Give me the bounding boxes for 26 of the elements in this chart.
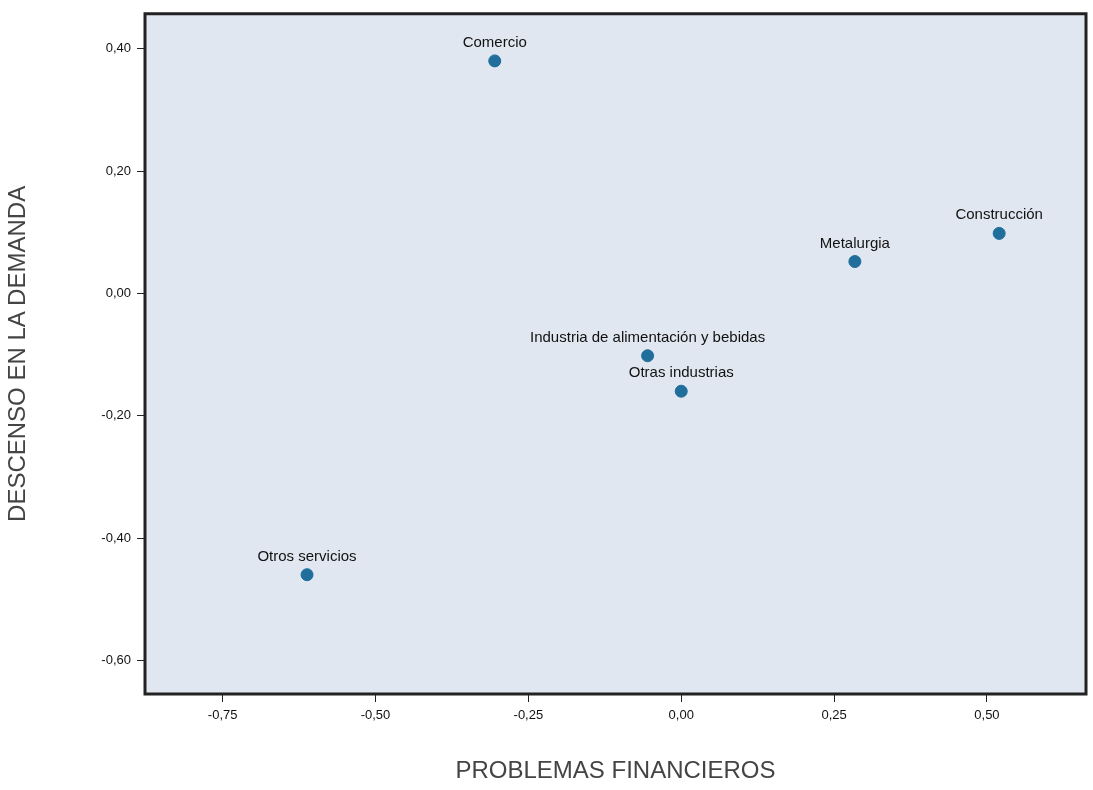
point: [992, 226, 1006, 240]
annotation: Comercio: [462, 32, 527, 50]
y-tick-label: -0,60: [101, 651, 131, 667]
annotation: Otros servicios: [257, 546, 357, 564]
y-tick-label: -0,20: [101, 407, 131, 423]
point: [641, 349, 655, 363]
y-tick-label: 0,20: [105, 162, 131, 178]
x-tick-label: 0,50: [974, 707, 1000, 723]
x-tick-label: -0,25: [513, 707, 544, 723]
y-axis-title: DESCENSO EN LA DEMANDA: [3, 185, 31, 522]
annotation: Otras industrias: [628, 363, 734, 381]
y-tick-label: 0,40: [105, 40, 131, 56]
x-axis-title: PROBLEMAS FINANCIEROS: [455, 756, 776, 784]
x-tick-label: -0,75: [207, 707, 238, 723]
annotation: Industria de alimentación y bebidas: [530, 327, 766, 345]
y-tick-label: -0,40: [101, 529, 131, 545]
x-tick-label: 0,25: [821, 707, 847, 723]
y-tick-label: 0,00: [105, 284, 131, 300]
x-tick-label: 0,00: [668, 707, 694, 723]
point: [674, 384, 688, 398]
x-tick-label: -0,50: [360, 707, 391, 723]
annotation: Metalurgia: [819, 233, 891, 251]
point: [848, 255, 862, 269]
annotation: Construcción: [955, 205, 1043, 223]
point: [300, 568, 314, 582]
point: [488, 54, 502, 68]
